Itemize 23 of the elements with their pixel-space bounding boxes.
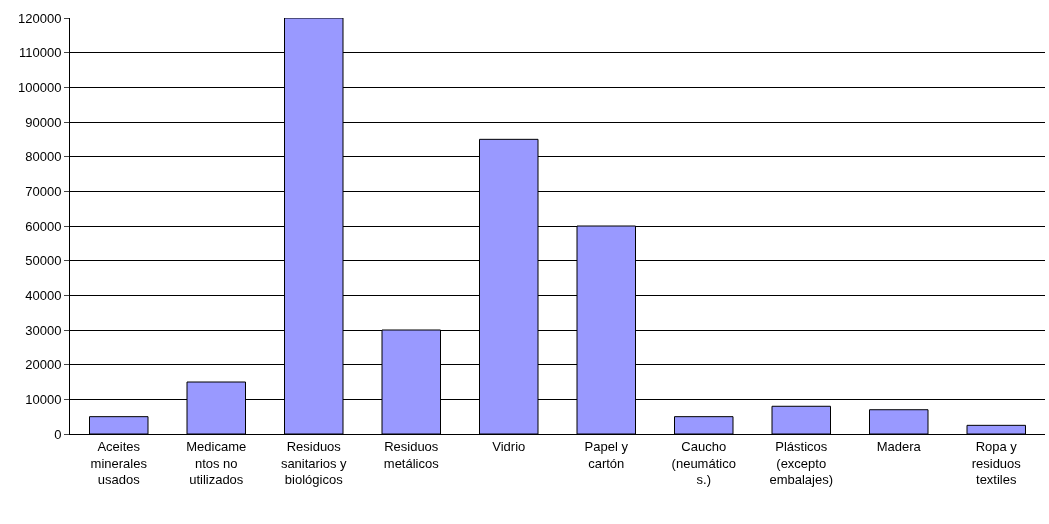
y-tick-label: 10000 <box>25 391 62 407</box>
y-tick-label: 20000 <box>25 357 62 373</box>
y-tick-label: 30000 <box>25 322 62 338</box>
y-tick-label: 80000 <box>25 149 62 165</box>
x-tick-label: Plásticos (excepto embalajes) <box>769 438 834 488</box>
y-tick-label: 110000 <box>18 45 62 61</box>
y-tick-label: 40000 <box>25 287 62 303</box>
y-tick-label: 0 <box>54 426 62 442</box>
x-tick-label: Vidrio <box>492 438 526 454</box>
y-tick-label: 50000 <box>25 253 62 269</box>
x-tick-label: Papel y cartón <box>584 438 629 471</box>
y-tick-label: 60000 <box>25 218 62 234</box>
y-tick-label: 70000 <box>25 183 62 199</box>
x-tick-label: Caucho (neumático s.) <box>671 438 736 488</box>
y-tick-label: 100000 <box>18 79 62 95</box>
y-tick-label: 120000 <box>18 10 62 26</box>
y-tick-label: 90000 <box>25 114 62 130</box>
x-tick-label: Residuos metálicos <box>383 438 440 471</box>
x-tick-label: Madera <box>876 438 922 454</box>
x-tick-label: Medicame ntos no utilizados <box>186 438 247 488</box>
x-tick-label: Residuos sanitarios y biológicos <box>280 438 348 488</box>
x-tick-label: Ropa y residuos textiles <box>971 438 1022 488</box>
x-tick-label: Aceites minerales usados <box>90 438 148 488</box>
